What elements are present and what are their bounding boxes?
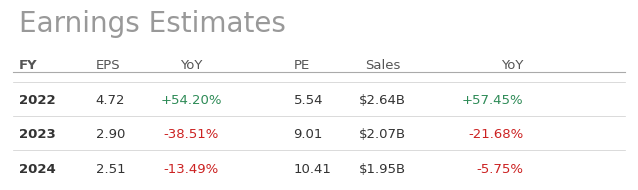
Text: +57.45%: +57.45%: [461, 94, 523, 107]
Text: 2024: 2024: [19, 163, 56, 176]
Text: Sales: Sales: [365, 59, 401, 72]
Text: 2023: 2023: [19, 128, 56, 141]
Text: 2.51: 2.51: [96, 163, 125, 176]
Text: 10.41: 10.41: [293, 163, 331, 176]
Text: 2.90: 2.90: [96, 128, 125, 141]
Text: 9.01: 9.01: [293, 128, 323, 141]
Text: $2.07B: $2.07B: [359, 128, 406, 141]
Text: +54.20%: +54.20%: [161, 94, 222, 107]
Text: 5.54: 5.54: [293, 94, 323, 107]
Text: -5.75%: -5.75%: [476, 163, 523, 176]
Text: YoY: YoY: [501, 59, 523, 72]
Text: -13.49%: -13.49%: [164, 163, 219, 176]
Text: YoY: YoY: [180, 59, 203, 72]
Text: FY: FY: [19, 59, 38, 72]
Text: EPS: EPS: [96, 59, 121, 72]
Text: PE: PE: [293, 59, 309, 72]
Text: 2022: 2022: [19, 94, 56, 107]
Text: $1.95B: $1.95B: [359, 163, 406, 176]
Text: Earnings Estimates: Earnings Estimates: [19, 10, 286, 37]
Text: 4.72: 4.72: [96, 94, 125, 107]
Text: $2.64B: $2.64B: [359, 94, 406, 107]
Text: -21.68%: -21.68%: [468, 128, 523, 141]
Text: -38.51%: -38.51%: [164, 128, 219, 141]
